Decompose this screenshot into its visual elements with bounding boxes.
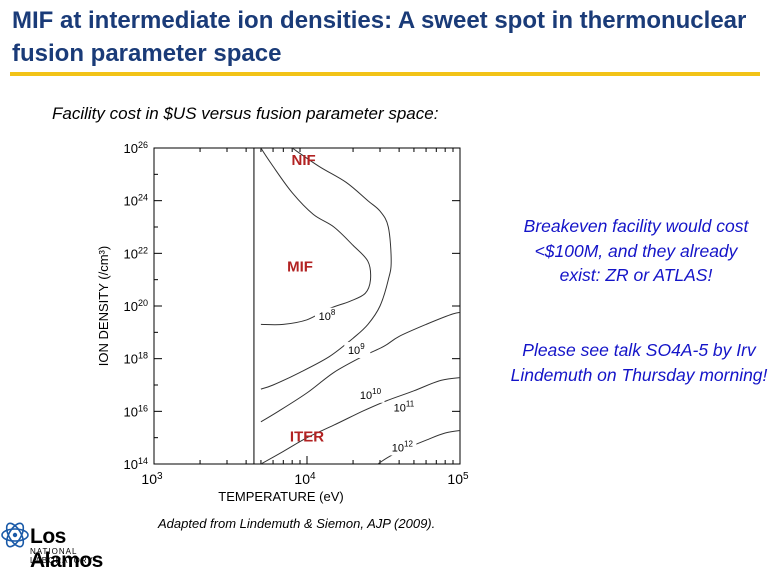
talk-note: Please see talk SO4A-5 by Irv Lindemuth … <box>510 340 768 385</box>
contour-line <box>260 311 460 423</box>
contour-label-bg <box>391 399 418 416</box>
contour-label: 1011 <box>394 399 415 414</box>
x-tick-label: 105 <box>447 471 469 487</box>
y-tick-label: 1022 <box>124 245 148 261</box>
contour-chart: 103 104 105 1014 1016 1018 1020 1022 1024 1026 TEM… <box>96 140 469 504</box>
contour-label: 109 <box>348 342 365 357</box>
region-label-mif: MIF <box>287 259 313 276</box>
contour-label: 108 <box>319 308 336 323</box>
y-axis-label: ION DENSITY (/cm³) <box>96 246 111 366</box>
contour-group <box>260 148 460 464</box>
contour-line <box>260 377 460 464</box>
breakeven-note: Breakeven facility would cost <$100M, an… <box>523 216 749 285</box>
y-tick-label: 1024 <box>124 193 148 209</box>
y-tick-label: 1016 <box>124 403 148 419</box>
los-alamos-logo: Los Alamos NATIONAL LABORATORY <box>0 505 120 572</box>
contour-label: 1010 <box>360 387 382 402</box>
x-axis-label: TEMPERATURE (eV) <box>218 489 343 504</box>
contour-label-bg <box>358 386 385 403</box>
atom-icon <box>1 522 29 548</box>
credit-text: Adapted from Lindemuth & Siemon, AJP (20… <box>158 516 436 531</box>
y-tick-label: 1026 <box>124 140 148 156</box>
y-tick-label: 1020 <box>124 298 148 314</box>
x-tick-label: 104 <box>294 471 316 487</box>
contour-line <box>260 148 392 390</box>
y-tick-label: 1018 <box>124 351 148 367</box>
title-underline <box>10 72 760 76</box>
contour-label-bg <box>390 439 417 456</box>
contour-label: 1012 <box>392 439 414 454</box>
contour-label-bg <box>344 342 371 359</box>
logo-subtitle: NATIONAL LABORATORY <box>30 547 94 565</box>
slide-title: MIF at intermediate ion densities: A swe… <box>12 7 747 67</box>
region-label-iter: ITER <box>290 429 324 446</box>
region-label-nif: NIF <box>292 152 316 169</box>
x-tick-label: 103 <box>141 471 163 487</box>
slide-subtitle: Facility cost in $US versus fusion param… <box>52 104 439 123</box>
contour-line <box>260 148 372 326</box>
contour-label-bg <box>314 307 341 324</box>
plot-frame <box>153 147 461 465</box>
y-tick-label: 1014 <box>124 456 148 472</box>
